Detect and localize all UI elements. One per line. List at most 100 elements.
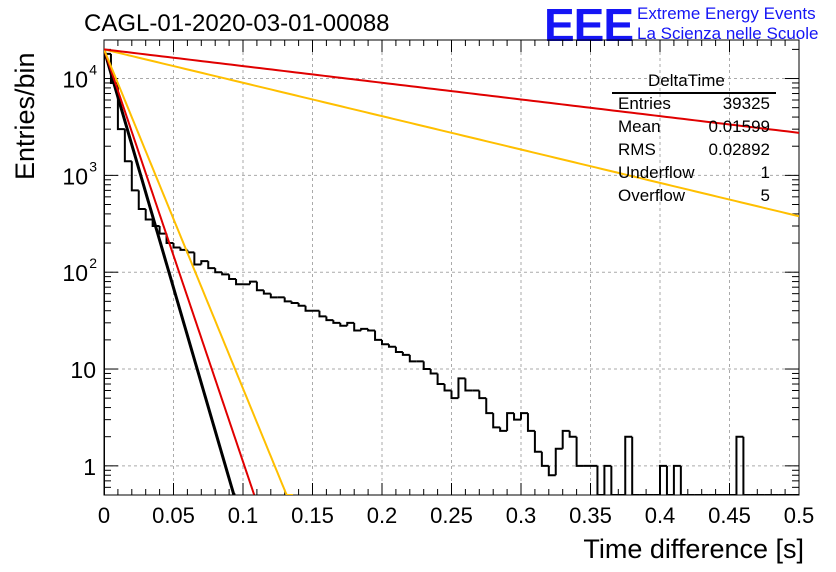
histogram-bin	[464, 378, 473, 392]
histogram-bin	[513, 413, 521, 421]
histogram-bin	[526, 413, 535, 432]
histogram-bin	[554, 447, 563, 476]
y-tick-exponent: 3	[89, 158, 97, 174]
histogram-bin	[436, 373, 445, 386]
fit-curve	[104, 49, 256, 495]
histogram-bin	[492, 413, 501, 429]
histogram-bin	[659, 464, 667, 495]
histogram-bin	[130, 161, 139, 192]
fit-curve	[104, 48, 799, 218]
x-tick-label: 0.15	[291, 503, 334, 528]
histogram-bin	[478, 390, 487, 400]
histogram-bin	[346, 321, 355, 326]
y-tick-label: 10	[62, 163, 88, 189]
x-tick-label: 0.2	[367, 503, 398, 528]
histogram-bin	[561, 429, 570, 449]
y-tick-label: 10	[62, 67, 88, 93]
x-tick-label: 0.35	[569, 503, 612, 528]
histogram-bin	[137, 190, 146, 210]
chart-title: CAGL-01-2020-03-01-00088	[84, 10, 390, 37]
histogram-bin	[332, 320, 341, 324]
stats-value: 1	[760, 163, 770, 182]
x-tick-label: 0.25	[430, 503, 473, 528]
histogram-bin	[457, 377, 466, 399]
histogram-bin	[506, 412, 515, 431]
histogram-bin	[151, 219, 160, 227]
stats-label: Entries	[618, 94, 671, 113]
histogram-bin	[387, 344, 396, 348]
histogram-bin	[360, 327, 369, 331]
y-tick-label: 10	[70, 357, 96, 383]
x-tick-label: 0.45	[708, 503, 751, 528]
histogram-bin	[297, 303, 306, 307]
histogram-bin	[207, 261, 216, 270]
histogram-bin	[193, 252, 202, 266]
stats-value: 5	[760, 186, 770, 205]
histogram-bin	[318, 310, 327, 318]
histogram-bin	[624, 435, 633, 495]
x-tick-label: 0.1	[228, 503, 259, 528]
y-axis-label: Entries/bin	[10, 52, 40, 180]
histogram-bin	[596, 465, 605, 495]
stats-label: Underflow	[618, 163, 695, 182]
stats-label: RMS	[618, 140, 656, 159]
histogram-bin	[353, 322, 362, 332]
histogram-bin	[228, 274, 237, 281]
histogram-bin	[214, 268, 223, 274]
y-tick-label: 10	[62, 260, 88, 286]
x-axis-label: Time difference [s]	[583, 534, 804, 564]
histogram-bin	[533, 430, 542, 453]
histogram-bin	[381, 339, 389, 346]
histogram-bin	[283, 297, 292, 303]
histogram-bin	[172, 243, 181, 249]
histogram-bin	[304, 305, 313, 312]
stats-value: 39325	[722, 94, 770, 113]
stats-value: 0.01599	[708, 117, 770, 136]
histogram-bin	[540, 451, 549, 467]
histogram-bin	[158, 225, 167, 235]
stats-value: 0.02892	[708, 140, 770, 159]
histogram-bin	[499, 427, 508, 432]
histogram-bin	[672, 464, 681, 495]
logo-text-line2: La Scienza nelle Scuole	[637, 24, 819, 43]
histogram-bin	[443, 384, 452, 392]
x-tick-label: 0.05	[152, 503, 195, 528]
x-tick-label: 0.3	[506, 503, 537, 528]
histogram-bin	[422, 361, 431, 371]
x-tick-label: 0	[98, 503, 110, 528]
histogram-bin	[325, 316, 334, 322]
histogram-bin	[255, 281, 264, 292]
histogram-bin	[631, 436, 640, 495]
histogram-bin	[186, 249, 195, 254]
fit-curve	[104, 49, 294, 495]
histogram-bin	[568, 430, 577, 438]
fit-curve	[104, 48, 799, 134]
histogram-bin	[269, 293, 278, 299]
histogram-bin	[290, 301, 299, 305]
histogram-bin	[374, 330, 382, 341]
stats-title-underline	[612, 92, 776, 94]
histogram-bin	[248, 280, 257, 285]
histogram-bin	[575, 436, 584, 467]
stats-title: DeltaTime	[648, 71, 725, 90]
stats-label: Mean	[618, 117, 661, 136]
histogram-bin	[144, 208, 153, 221]
histogram-bin	[665, 465, 674, 495]
histogram-bin	[742, 436, 751, 495]
y-tick-exponent: 4	[89, 62, 97, 78]
histogram-bin	[735, 435, 744, 495]
fit-curve	[104, 48, 236, 495]
histogram-bin	[262, 290, 271, 295]
histogram-bin	[179, 247, 188, 251]
histogram-bin	[200, 260, 209, 265]
x-tick-label: 0.5	[784, 503, 815, 528]
histogram-bin	[104, 52, 111, 495]
histogram-bin	[235, 279, 243, 286]
histogram-bin	[679, 465, 688, 495]
histogram-bin	[429, 369, 438, 375]
histogram-bin	[401, 351, 410, 356]
y-tick-exponent: 2	[89, 255, 97, 271]
histogram-bin	[221, 272, 230, 276]
